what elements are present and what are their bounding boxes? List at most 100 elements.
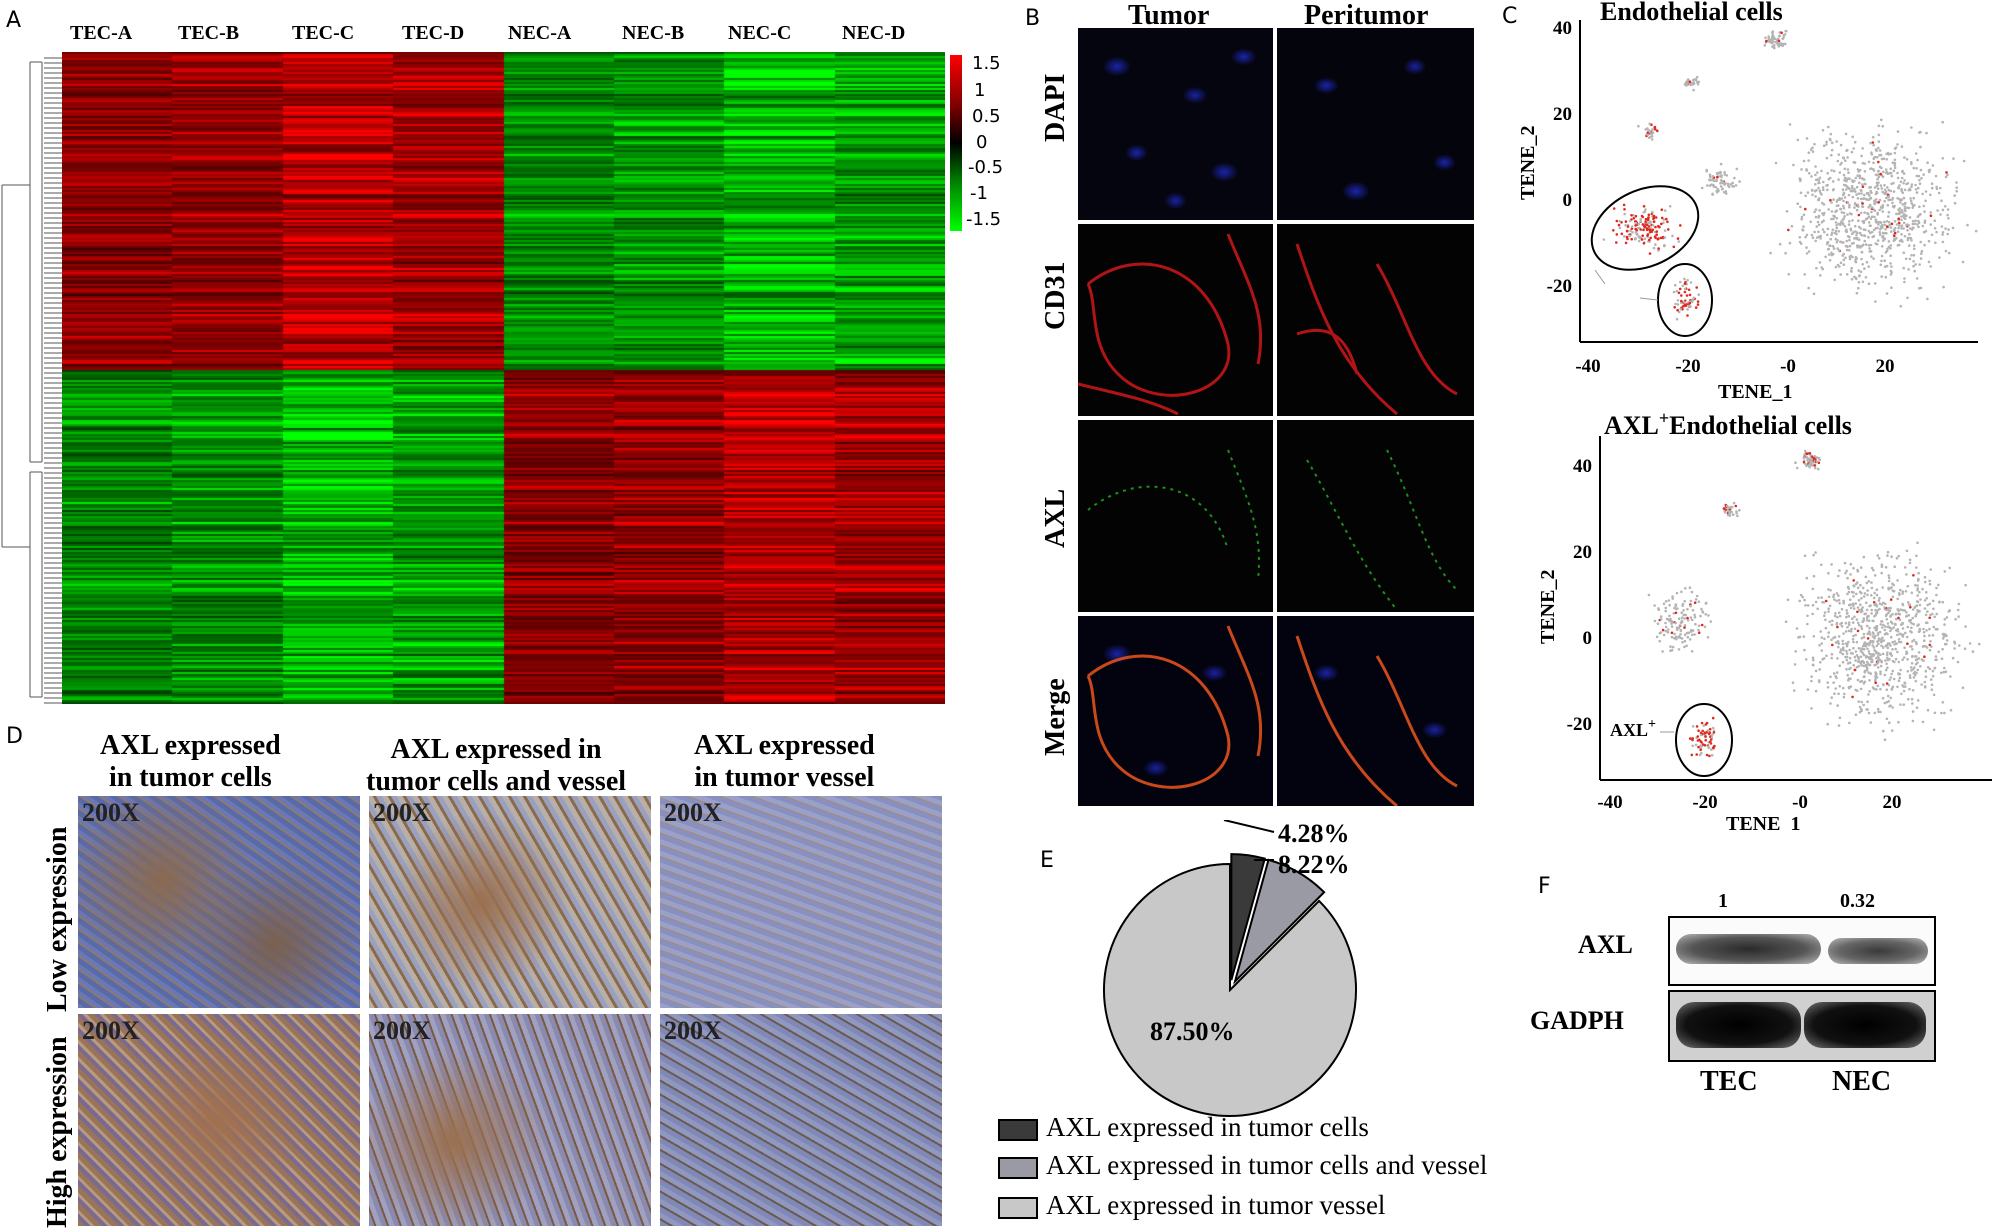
tsne-point xyxy=(1884,168,1888,171)
tsne-point xyxy=(1636,227,1639,230)
tsne-point xyxy=(1837,724,1841,727)
tsne-point xyxy=(1727,506,1730,510)
tsne-point xyxy=(1836,625,1839,629)
tsne-point xyxy=(1677,626,1681,629)
tsne-point xyxy=(1856,581,1859,584)
tsne-point xyxy=(1802,461,1806,464)
tsne-point xyxy=(1851,189,1854,193)
tsne-point xyxy=(1838,171,1842,174)
tsne-point xyxy=(1890,654,1893,657)
tsne-point xyxy=(1811,193,1814,197)
tsne-point xyxy=(1858,244,1861,248)
tsne-point xyxy=(1612,229,1615,232)
tsne-point xyxy=(1887,240,1891,243)
blot-band xyxy=(1676,934,1821,964)
tsne-point xyxy=(1875,243,1879,246)
tsne-point xyxy=(1871,686,1875,689)
tsne-point xyxy=(1653,127,1657,131)
tsne-point xyxy=(1934,241,1937,245)
tsne-point xyxy=(1853,202,1857,206)
tsne-point xyxy=(1843,225,1847,228)
tsne-point xyxy=(1845,569,1848,573)
tsne-point xyxy=(1681,641,1684,644)
tsne-point xyxy=(1913,222,1917,226)
tsne-point xyxy=(1889,167,1892,171)
tsne-point xyxy=(1851,672,1854,675)
tsne-point xyxy=(1863,675,1866,678)
tsne-point xyxy=(1849,228,1853,232)
tsne-point xyxy=(1867,235,1870,239)
heatmap-col-header: TEC-D xyxy=(402,22,465,44)
tsne-point xyxy=(1895,556,1899,560)
tsne-point xyxy=(1862,555,1866,559)
tsne-point xyxy=(1860,597,1863,600)
tsne-point xyxy=(1675,637,1678,641)
tsne-point xyxy=(1826,227,1830,231)
tsne-point xyxy=(1893,158,1897,162)
tsne-point xyxy=(1634,221,1638,225)
tsne-point xyxy=(1867,619,1871,622)
tsne-point xyxy=(1669,645,1672,648)
tsne-point xyxy=(1863,211,1866,214)
tsne-point xyxy=(1866,637,1870,640)
tsne-point xyxy=(1907,244,1911,247)
tsne-point xyxy=(1802,159,1806,163)
tsne-point xyxy=(1838,684,1841,688)
tsne-point xyxy=(1914,188,1918,191)
ytick-label: 40 xyxy=(1553,18,1572,39)
tsne-point xyxy=(1782,33,1786,37)
tsne-point xyxy=(1841,193,1845,197)
tsne-point xyxy=(1944,175,1948,179)
tsne-point xyxy=(1699,748,1702,752)
tsne-point xyxy=(1843,176,1847,180)
tsne-point xyxy=(1856,678,1860,682)
tsne-point xyxy=(1863,170,1867,173)
tsne-point xyxy=(1885,700,1889,704)
tsne-point xyxy=(1885,618,1889,621)
tsne-point xyxy=(1664,600,1668,603)
tsne-point xyxy=(1879,670,1882,673)
tsne-point xyxy=(1713,744,1716,748)
tsne-point xyxy=(1822,180,1825,184)
tsne-point xyxy=(1875,588,1879,591)
tsne-point xyxy=(1802,213,1806,217)
tsne-point xyxy=(1860,205,1864,208)
tsne-point xyxy=(1677,636,1680,639)
heatmap-dendrogram xyxy=(1,57,62,704)
tsne-point xyxy=(1804,235,1807,239)
tsne-point xyxy=(1843,692,1846,696)
tsne-point xyxy=(1911,702,1914,705)
tsne-point xyxy=(1924,199,1927,203)
tsne-point xyxy=(1903,646,1906,649)
tsne-point xyxy=(1912,622,1915,626)
tsne-point xyxy=(1884,190,1888,194)
tsne-point xyxy=(1644,208,1647,211)
tsne-point xyxy=(1813,210,1816,214)
tsne-point xyxy=(1904,685,1907,688)
tsne-point xyxy=(1680,590,1683,594)
tsne-point xyxy=(1945,171,1948,174)
tsne-point xyxy=(1830,231,1834,234)
tsne-point xyxy=(1918,205,1921,209)
tsne-point xyxy=(1844,132,1848,136)
tsne-point xyxy=(1654,216,1658,219)
if-image-cd31-tumor xyxy=(1078,224,1273,416)
tsne-point xyxy=(1924,669,1928,673)
tsne-point xyxy=(1912,166,1916,170)
tsne-point xyxy=(1824,618,1827,622)
tsne-point xyxy=(1837,635,1841,638)
tsne-point xyxy=(1774,161,1778,165)
tsne-point xyxy=(1798,240,1802,244)
pie-slice xyxy=(1230,853,1267,981)
if-col-header-peritumor: Peritumor xyxy=(1304,0,1429,31)
tsne-point xyxy=(1945,634,1948,638)
tsne-point xyxy=(1704,613,1707,616)
tsne-point xyxy=(1836,159,1840,163)
tsne-point xyxy=(1915,167,1918,170)
tsne-point xyxy=(1941,600,1944,604)
tsne-point xyxy=(1875,644,1879,648)
tsne-point xyxy=(1852,591,1855,594)
tsne-point xyxy=(1668,614,1671,618)
tsne-point xyxy=(1680,611,1683,614)
tsne-point xyxy=(1873,199,1876,202)
